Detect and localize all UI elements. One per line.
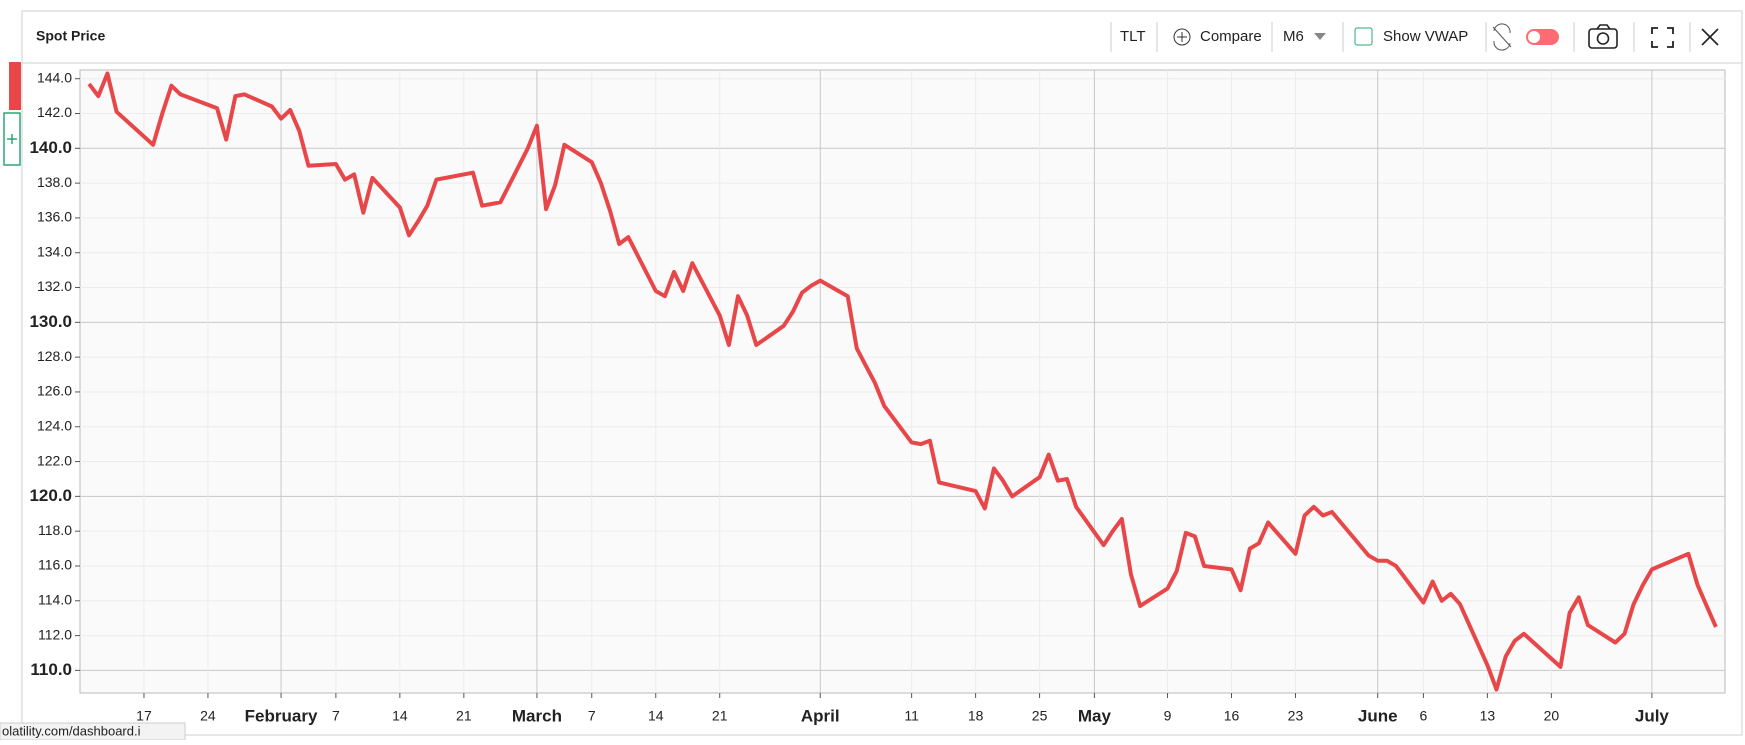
x-tick-label: 16 (1224, 708, 1240, 724)
price-line (87, 71, 1718, 692)
y-tick-label: 126.0 (37, 383, 72, 399)
x-tick-label: February (245, 706, 318, 725)
y-tick-label: 140.0 (29, 138, 72, 157)
period-select[interactable]: M6 (1283, 28, 1304, 45)
compare-icon[interactable] (1173, 28, 1191, 46)
y-tick-label: 110.0 (30, 660, 72, 679)
x-tick-label: July (1635, 706, 1670, 725)
x-tick-label: 14 (648, 708, 664, 724)
y-tick-label: 116.0 (38, 557, 72, 573)
x-tick-label: 17 (136, 708, 152, 724)
close-icon[interactable] (1701, 28, 1719, 46)
camera-icon[interactable] (1588, 24, 1618, 49)
x-tick-label: 13 (1480, 708, 1496, 724)
x-tick-label: 21 (456, 708, 472, 724)
x-tick-label: 23 (1288, 708, 1304, 724)
compare-plus (1177, 32, 1187, 42)
y-tick-label: 118.0 (38, 522, 72, 538)
vwap-checkbox[interactable] (1354, 27, 1373, 46)
y-tick-label: 122.0 (37, 452, 72, 468)
y-tick-label: 142.0 (37, 104, 72, 120)
status-url: olatility.com/dashboard.i (2, 723, 141, 738)
y-tick-label: 124.0 (37, 417, 72, 433)
add-icon (7, 134, 17, 144)
y-tick-label: 130.0 (29, 312, 72, 331)
vwap-label[interactable]: Show VWAP (1383, 28, 1468, 45)
x-tick-label: 7 (332, 708, 340, 724)
toggle-knob (1528, 31, 1540, 43)
y-tick-label: 136.0 (37, 209, 72, 225)
x-tick-label: 21 (712, 708, 728, 724)
symbol-button[interactable]: TLT (1120, 28, 1146, 45)
x-tick-label: 9 (1164, 708, 1172, 724)
y-tick-label: 114.0 (38, 591, 72, 607)
x-tick-label: 18 (968, 708, 984, 724)
fullscreen-icon[interactable] (1651, 27, 1674, 48)
compare-button[interactable]: Compare (1200, 28, 1262, 45)
x-tick-label: 6 (1420, 708, 1428, 724)
y-tick-label: 144.0 (37, 69, 72, 85)
x-tick-label: June (1358, 706, 1398, 725)
y-tick-label: 120.0 (29, 486, 72, 505)
x-tick-label: March (512, 706, 562, 725)
x-tick-label: April (801, 706, 840, 725)
y-tick-label: 132.0 (37, 278, 72, 294)
x-tick-label: 7 (588, 708, 596, 724)
y-tick-label: 134.0 (37, 243, 72, 259)
x-tick-label: 20 (1544, 708, 1560, 724)
sync-icon[interactable] (1492, 23, 1512, 51)
x-tick-label: 14 (392, 708, 408, 724)
y-tick-label: 138.0 (37, 174, 72, 190)
side-marker (9, 62, 21, 110)
y-tick-label: 128.0 (37, 348, 72, 364)
y-tick-label: 112.0 (38, 626, 72, 642)
x-tick-label: 25 (1032, 708, 1048, 724)
x-tick-label: May (1078, 706, 1112, 725)
x-tick-label: 11 (904, 708, 919, 724)
dropdown-arrow[interactable] (1314, 33, 1326, 40)
x-tick-label: 24 (200, 708, 216, 724)
chart-title: Spot Price (36, 28, 105, 44)
toolbar-separators (1110, 22, 1691, 52)
